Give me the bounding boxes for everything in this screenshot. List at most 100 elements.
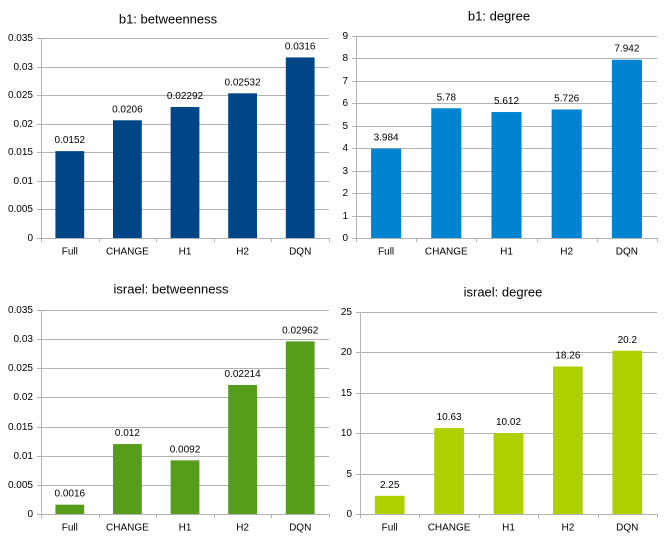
y-tick-label: 7 bbox=[342, 76, 348, 87]
chart-b1-betweenness: b1: betweenness 0 0.005 0.01 0.015 0.02 0.025 0… bbox=[8, 11, 330, 257]
y-tick-label: 10 bbox=[341, 428, 353, 439]
y-tick-label: 5 bbox=[342, 121, 348, 132]
x-tick-label: Full bbox=[62, 247, 78, 258]
bar-change bbox=[113, 120, 142, 238]
bar-dqn bbox=[612, 351, 642, 514]
data-label: 0.02214 bbox=[225, 369, 262, 380]
y-tick-label: 3 bbox=[342, 166, 348, 177]
bar-full bbox=[371, 149, 401, 238]
data-label: 5.612 bbox=[494, 96, 519, 107]
x-tick-label: H1 bbox=[179, 523, 192, 534]
x-tick-label: H1 bbox=[502, 523, 515, 534]
x-tick-label: H1 bbox=[500, 247, 513, 258]
data-label: 18.26 bbox=[555, 350, 580, 361]
bar-h1 bbox=[171, 460, 200, 514]
x-tick-label: CHANGE bbox=[425, 247, 468, 258]
x-tick-label: CHANGE bbox=[428, 523, 471, 534]
y-tick-label: 0.01 bbox=[14, 176, 34, 187]
bar-h2 bbox=[228, 385, 257, 514]
x-tick-label: DQN bbox=[289, 247, 311, 258]
bar-change bbox=[113, 444, 142, 514]
y-tick-label: 0.02 bbox=[14, 119, 34, 130]
x-tick-label: Full bbox=[378, 247, 394, 258]
bar-dqn bbox=[286, 57, 315, 238]
data-label: 20.2 bbox=[618, 335, 638, 346]
bar-full bbox=[55, 505, 84, 514]
y-tick-label: 0.005 bbox=[8, 204, 33, 215]
bar-full bbox=[55, 151, 84, 238]
x-tick-label: CHANGE bbox=[106, 247, 149, 258]
y-tick-label: 25 bbox=[341, 307, 353, 318]
x-tick-label: DQN bbox=[616, 247, 638, 258]
data-label: 0.0016 bbox=[55, 489, 86, 500]
x-tick-label: H1 bbox=[179, 247, 192, 258]
y-tick-label: 0.005 bbox=[8, 480, 33, 491]
bar-h1 bbox=[494, 433, 524, 514]
data-label: 3.984 bbox=[374, 133, 399, 144]
chart-title: b1: betweenness bbox=[119, 11, 218, 26]
data-label: 0.02962 bbox=[282, 325, 319, 336]
bar-change bbox=[434, 428, 464, 514]
y-tick-label: 0.02 bbox=[14, 392, 34, 403]
x-tick-label: H2 bbox=[562, 523, 575, 534]
y-tick-label: 20 bbox=[341, 347, 353, 358]
chart-title: b1: degree bbox=[468, 8, 530, 23]
data-label: 0.012 bbox=[115, 428, 140, 439]
y-tick-label: 15 bbox=[341, 388, 353, 399]
bar-h2 bbox=[553, 366, 583, 514]
x-tick-label: CHANGE bbox=[106, 523, 149, 534]
y-tick-label: 5 bbox=[346, 469, 352, 480]
y-tick-label: 0.015 bbox=[8, 422, 33, 433]
y-tick-label: 0.03 bbox=[14, 62, 34, 73]
x-tick-label: DQN bbox=[289, 523, 311, 534]
x-tick-label: H2 bbox=[560, 247, 573, 258]
x-tick-label: Full bbox=[382, 523, 398, 534]
data-label: 0.0206 bbox=[112, 104, 143, 115]
x-tick-label: H2 bbox=[236, 247, 249, 258]
y-tick-label: 9 bbox=[342, 31, 348, 42]
data-label: 2.25 bbox=[380, 480, 400, 491]
bar-change bbox=[431, 108, 461, 238]
bar-dqn bbox=[286, 341, 315, 514]
y-tick-label: 0.01 bbox=[14, 451, 34, 462]
y-tick-label: 8 bbox=[342, 53, 348, 64]
x-tick-label: H2 bbox=[236, 523, 249, 534]
y-tick-label: 1 bbox=[342, 211, 348, 222]
x-tick-label: Full bbox=[62, 523, 78, 534]
data-label: 10.02 bbox=[496, 417, 521, 428]
y-tick-label: 0.03 bbox=[14, 334, 34, 345]
bar-full bbox=[375, 496, 405, 514]
chart-title: israel: betweenness bbox=[114, 281, 229, 296]
bar-h2 bbox=[228, 93, 257, 238]
y-tick-label: 0.025 bbox=[8, 90, 33, 101]
y-tick-label: 2 bbox=[342, 188, 348, 199]
data-label: 10.63 bbox=[437, 412, 462, 423]
y-tick-label: 0 bbox=[27, 509, 33, 520]
y-tick-label: 4 bbox=[342, 143, 348, 154]
chart-israel-degree: israel: degree 0 5 10 15 20 25 2.25 Full 10.63 CHA… bbox=[341, 284, 658, 533]
bar-h1 bbox=[491, 112, 521, 238]
y-tick-label: 0.035 bbox=[8, 33, 33, 44]
chart-israel-betweenness: israel: betweenness 0 0.005 0.01 0.015 0.02 0.… bbox=[8, 281, 330, 533]
y-tick-label: 6 bbox=[342, 98, 348, 109]
bar-dqn bbox=[612, 60, 642, 238]
y-tick-label: 0.035 bbox=[8, 305, 33, 316]
data-label: 5.726 bbox=[554, 93, 579, 104]
y-tick-label: 0 bbox=[346, 509, 352, 520]
data-label: 0.0152 bbox=[55, 135, 86, 146]
y-tick-label: 0 bbox=[27, 233, 33, 244]
data-label: 0.0092 bbox=[170, 444, 201, 455]
chart-title: israel: degree bbox=[464, 284, 543, 299]
data-label: 0.02532 bbox=[225, 77, 262, 88]
y-tick-label: 0.025 bbox=[8, 363, 33, 374]
bar-h2 bbox=[552, 109, 582, 238]
y-tick-label: 0 bbox=[342, 233, 348, 244]
data-label: 5.78 bbox=[437, 92, 457, 103]
y-tick-label: 0.015 bbox=[8, 147, 33, 158]
data-label: 0.02292 bbox=[167, 91, 204, 102]
data-label: 0.0316 bbox=[285, 41, 316, 52]
bar-h1 bbox=[171, 107, 200, 238]
chart-b1-degree: b1: degree 0 1 2 3 4 5 6 7 8 9 3.984 Full 5.78 CHANGE 5… bbox=[342, 8, 657, 257]
